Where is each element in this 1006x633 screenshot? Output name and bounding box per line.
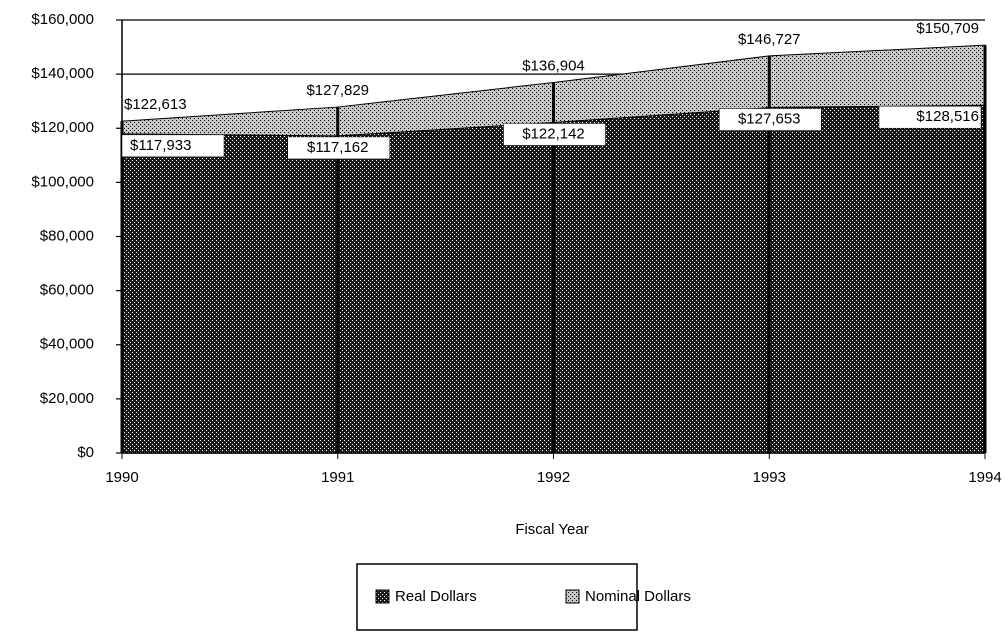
y-tick-label: $120,000 — [31, 119, 94, 136]
data-label: $127,653 — [738, 111, 801, 128]
data-label: $127,829 — [306, 82, 369, 99]
data-label: $117,933 — [130, 137, 191, 154]
x-tick-label: 1992 — [537, 469, 570, 486]
y-tick-label: $80,000 — [40, 227, 94, 244]
data-label: $117,162 — [307, 139, 368, 156]
data-label-box — [878, 105, 982, 129]
legend-swatch — [375, 589, 390, 604]
data-label-box — [503, 123, 606, 146]
y-tick-label: $0 — [77, 444, 94, 461]
y-tick-label: $140,000 — [31, 65, 94, 82]
y-tick-label: $100,000 — [31, 173, 94, 190]
data-label-box — [287, 136, 390, 160]
data-label: $122,142 — [522, 125, 585, 142]
data-label: $136,904 — [522, 57, 585, 74]
data-label: $128,516 — [916, 108, 979, 125]
x-axis-label: Fiscal Year — [515, 521, 588, 538]
data-label: $150,709 — [916, 20, 979, 37]
y-tick-label: $40,000 — [40, 336, 94, 353]
y-tick-label: $60,000 — [40, 282, 94, 299]
y-tick-label: $160,000 — [31, 11, 94, 28]
legend-box — [356, 563, 638, 631]
data-label: $122,613 — [124, 96, 187, 113]
x-tick-label: 1993 — [753, 469, 786, 486]
legend-swatch — [565, 589, 580, 604]
y-tick-label: $20,000 — [40, 390, 94, 407]
data-label-box — [719, 108, 822, 131]
data-label: $146,727 — [738, 31, 801, 48]
data-label-box — [121, 134, 225, 158]
legend-label: Nominal Dollars — [585, 588, 691, 605]
x-tick-label: 1994 — [968, 469, 1001, 486]
legend-label: Real Dollars — [395, 588, 477, 605]
x-tick-label: 1990 — [105, 469, 138, 486]
x-tick-label: 1991 — [321, 469, 354, 486]
